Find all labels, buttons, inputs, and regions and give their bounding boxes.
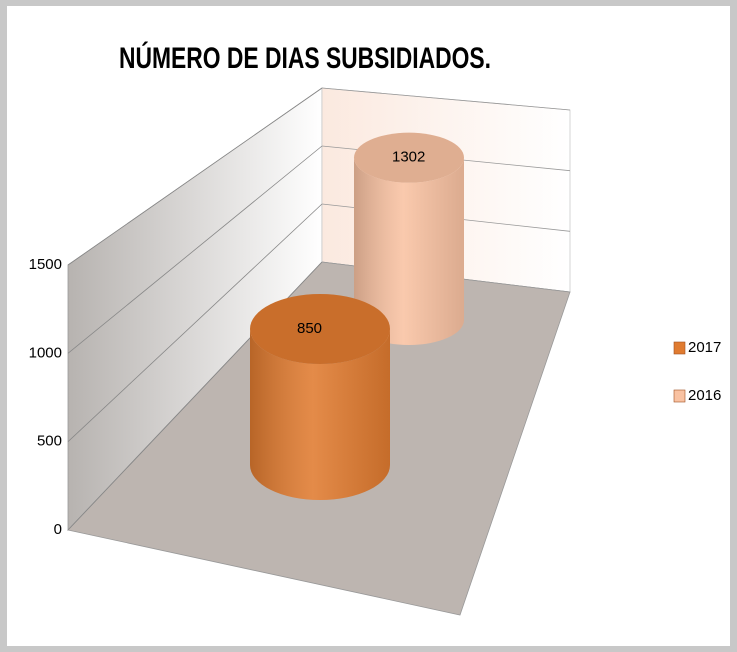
- data-label: 1302: [392, 149, 425, 166]
- legend-label: 2016: [688, 387, 721, 404]
- y-tick-label: 0: [54, 521, 62, 538]
- y-tick-label: 500: [37, 433, 62, 450]
- cylinder-shade: [354, 157, 464, 345]
- cylinder-shade: [250, 329, 390, 500]
- chart-title: NÚMERO DE DIAS SUBSIDIADOS.: [119, 41, 491, 75]
- cylinder-top: [354, 132, 464, 183]
- y-tick-label: 1000: [29, 344, 62, 361]
- cylinder-top-shade: [250, 294, 390, 364]
- grid-line: [321, 87, 571, 111]
- y-tick-label: 1500: [29, 256, 62, 273]
- legend-swatch: [673, 389, 686, 403]
- cylinder-top: [250, 294, 390, 364]
- plot: 0 500 1000 1500 1302 850 2017 2016: [29, 87, 721, 538]
- legend-swatch: [673, 341, 686, 355]
- grid-line: [67, 145, 323, 354]
- grid-line: [67, 203, 323, 442]
- legend-label: 2017: [688, 339, 721, 356]
- data-label: 850: [297, 320, 322, 337]
- grid-line: [67, 87, 323, 266]
- cylinder-top-shade: [354, 132, 464, 183]
